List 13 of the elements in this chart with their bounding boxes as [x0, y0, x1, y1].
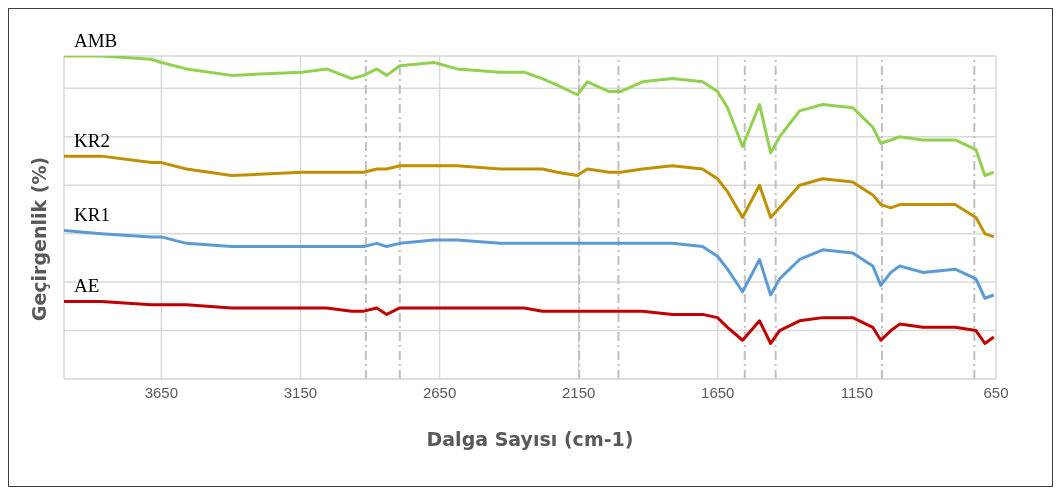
x-tick-label: 2150 — [562, 383, 596, 401]
series-label: KR1 — [74, 204, 110, 226]
series-label: AMB — [74, 30, 118, 51]
x-tick-label: 3650 — [144, 383, 179, 401]
series-label: KR2 — [74, 130, 110, 152]
y-axis-title: Geçirgenlik (%) — [28, 156, 50, 322]
series-label: AE — [74, 275, 100, 297]
x-tick-label: 3150 — [283, 383, 318, 401]
x-tick-label: 2650 — [422, 383, 457, 401]
x-tick-label: 1150 — [840, 383, 874, 401]
x-tick-label: 1650 — [701, 383, 735, 401]
x-axis-title: Dalga Sayısı (cm-1) — [426, 428, 634, 450]
x-tick-label: 650 — [983, 383, 1009, 401]
